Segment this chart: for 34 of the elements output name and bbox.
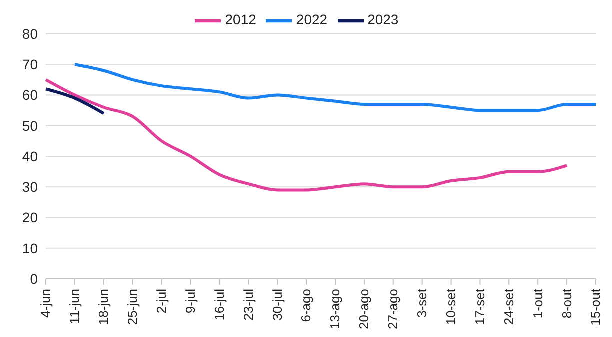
y-tick-label: 0: [30, 270, 38, 287]
y-tick-label: 20: [22, 210, 38, 226]
x-tick-label: 24-set: [501, 288, 516, 326]
x-tick-label: 27-ago: [386, 289, 401, 330]
legend-label: 2022: [296, 12, 328, 28]
x-tick-label: 1-out: [530, 288, 546, 319]
x-tick-label: 8-out: [559, 288, 574, 319]
y-tick-label: 10: [22, 240, 38, 256]
x-tick-label: 3-set: [414, 288, 430, 318]
line-series: [73, 63, 598, 112]
x-tick-label: 11-jun: [67, 289, 82, 324]
x-tick-label: 16-jul: [212, 288, 227, 321]
y-tick-label: 60: [22, 87, 38, 104]
y-tick-label: 70: [22, 56, 38, 73]
y-tick-label: 30: [22, 179, 38, 196]
x-tick-label: 9-jul: [182, 288, 198, 314]
legend-label: 2012: [225, 12, 256, 28]
x-tick-label: 20-ago: [356, 289, 372, 330]
x-tick-label: 15-out: [588, 288, 604, 326]
x-tick-label: 30-jul: [270, 288, 285, 321]
x-tick-label: 2-jul: [154, 288, 170, 314]
y-tick-label: 50: [22, 118, 38, 134]
x-tick-label: 23-jul: [240, 288, 256, 321]
y-tick-label: 80: [22, 26, 38, 42]
x-tick-label: 6-ago: [298, 289, 314, 322]
line-series: [44, 78, 569, 192]
x-tick-label: 17-set: [472, 288, 488, 326]
legend-label: 2023: [368, 12, 399, 28]
x-tick-label: 10-set: [443, 288, 458, 326]
y-tick-label: 40: [22, 148, 38, 164]
x-tick-label: 25-jun: [125, 289, 140, 326]
x-tick-label: 13-ago: [328, 289, 343, 330]
x-tick-label: 18-jun: [96, 289, 112, 326]
x-tick-label: 4-jun: [38, 289, 54, 318]
